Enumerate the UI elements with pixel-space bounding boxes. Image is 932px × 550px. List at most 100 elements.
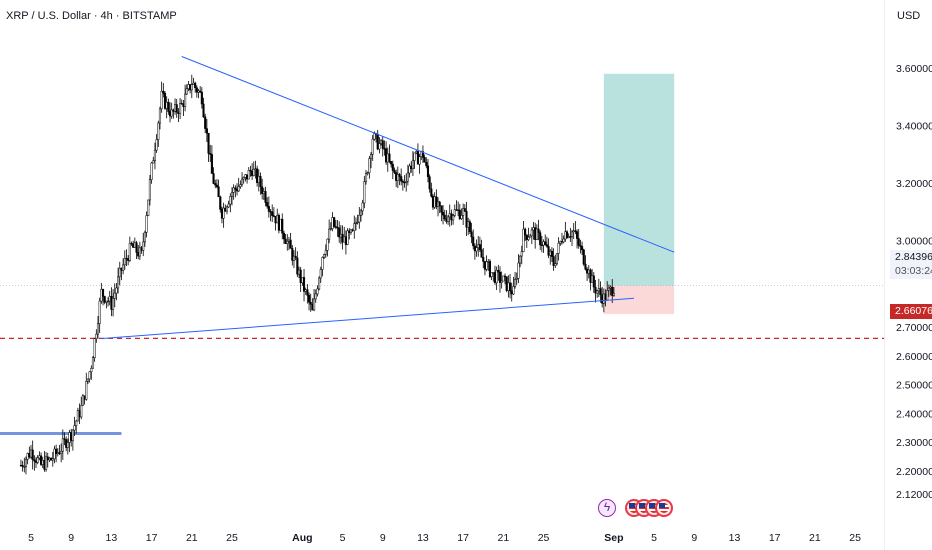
- candle-body: [76, 410, 79, 422]
- candle-body: [570, 231, 574, 237]
- candle-body: [349, 229, 352, 234]
- candle-body: [386, 153, 389, 163]
- candle-body: [220, 209, 223, 219]
- candle-body: [103, 296, 106, 303]
- candle-body: [172, 109, 175, 112]
- candle-body: [55, 448, 58, 455]
- x-tick-label: 21: [809, 532, 821, 544]
- candle-body: [123, 257, 126, 266]
- candle-body: [251, 170, 254, 176]
- candle-body: [324, 250, 327, 255]
- candle-body: [597, 288, 600, 292]
- candle-body: [366, 172, 369, 174]
- candle-body: [91, 357, 95, 369]
- candle-body: [581, 246, 584, 251]
- lightning-bolt-icon[interactable]: ϟ: [598, 499, 616, 517]
- bar-countdown-tag: 03:03:24: [890, 264, 932, 279]
- long-target-zone: [603, 73, 675, 286]
- candle-body: [202, 103, 205, 118]
- candle-body: [480, 249, 483, 258]
- x-tick-label: 25: [226, 532, 238, 544]
- candle-body: [142, 241, 145, 251]
- candle-body: [71, 429, 74, 441]
- candle-body: [53, 448, 56, 460]
- candle-body: [153, 149, 156, 161]
- x-tick-label: Sep: [604, 532, 623, 544]
- candle-body: [297, 269, 301, 275]
- candle-body: [468, 221, 471, 232]
- candle-body: [493, 272, 497, 283]
- currency-label[interactable]: USD: [897, 10, 921, 22]
- candle-body: [498, 271, 502, 283]
- candle-body: [66, 442, 69, 448]
- candle-body: [73, 425, 76, 431]
- candle-body: [604, 293, 607, 301]
- candle-body: [224, 207, 227, 212]
- x-tick-label: 21: [498, 532, 510, 544]
- candle-body: [462, 208, 465, 216]
- candle-body: [36, 457, 39, 463]
- candle-body: [326, 238, 329, 251]
- candle-body: [235, 189, 239, 192]
- candle-body: [274, 216, 277, 224]
- candle-body: [160, 90, 163, 110]
- candle-body: [287, 239, 290, 242]
- candle-body: [589, 269, 592, 283]
- candle-body: [271, 211, 274, 216]
- candle-body: [403, 181, 406, 184]
- candle-body: [117, 276, 120, 289]
- candle-body: [328, 228, 331, 240]
- candle-body: [457, 209, 460, 211]
- candle-body: [438, 201, 441, 207]
- symbol-title[interactable]: XRP / U.S. Dollar · 4h · BITSTAMP: [6, 10, 177, 22]
- candle-body: [425, 161, 428, 167]
- x-tick-label: 13: [106, 532, 118, 544]
- candle-body: [311, 304, 314, 311]
- candle-body: [368, 158, 371, 173]
- candle-body: [259, 176, 262, 188]
- candle-body: [582, 249, 585, 265]
- candle-body: [458, 209, 461, 219]
- candle-body: [242, 177, 245, 180]
- candle-body: [194, 82, 197, 88]
- candle-body: [482, 257, 485, 262]
- candle-body: [537, 228, 540, 233]
- candle-body: [118, 267, 121, 278]
- candle-body: [281, 218, 284, 234]
- us-flag-icon[interactable]: [655, 499, 673, 517]
- candle-body: [465, 211, 468, 228]
- candle-body: [296, 257, 299, 275]
- candle-body: [264, 191, 267, 203]
- x-tick-label: 17: [457, 532, 469, 544]
- candle-body: [599, 288, 602, 295]
- candle-body: [453, 209, 456, 216]
- candle-body: [447, 216, 450, 222]
- candle-body: [591, 275, 594, 283]
- candle-body: [393, 170, 396, 173]
- y-tick-label: 2.70000: [896, 322, 932, 334]
- candle-body: [314, 293, 317, 300]
- candle-body: [358, 215, 361, 223]
- candle-body: [487, 261, 490, 263]
- candle-body: [497, 270, 500, 273]
- candle-body: [254, 168, 257, 170]
- candle-body: [343, 236, 346, 243]
- descending-trendline: [181, 56, 675, 253]
- y-tick-label: 3.20000: [896, 178, 932, 190]
- candle-body: [319, 269, 322, 279]
- candle-body: [269, 211, 272, 213]
- candle-body: [21, 465, 24, 467]
- candle-body: [530, 229, 533, 237]
- candle-body: [421, 151, 424, 158]
- candle-body: [549, 250, 552, 256]
- candle-body: [596, 290, 599, 294]
- candle-body: [309, 301, 312, 305]
- candle-body: [435, 196, 438, 207]
- candle-body: [46, 456, 49, 461]
- y-tick-label: 2.12000: [896, 489, 932, 501]
- candle-body: [606, 290, 609, 301]
- candle-body: [133, 242, 136, 248]
- candle-body: [162, 90, 165, 94]
- candle-body: [217, 186, 220, 198]
